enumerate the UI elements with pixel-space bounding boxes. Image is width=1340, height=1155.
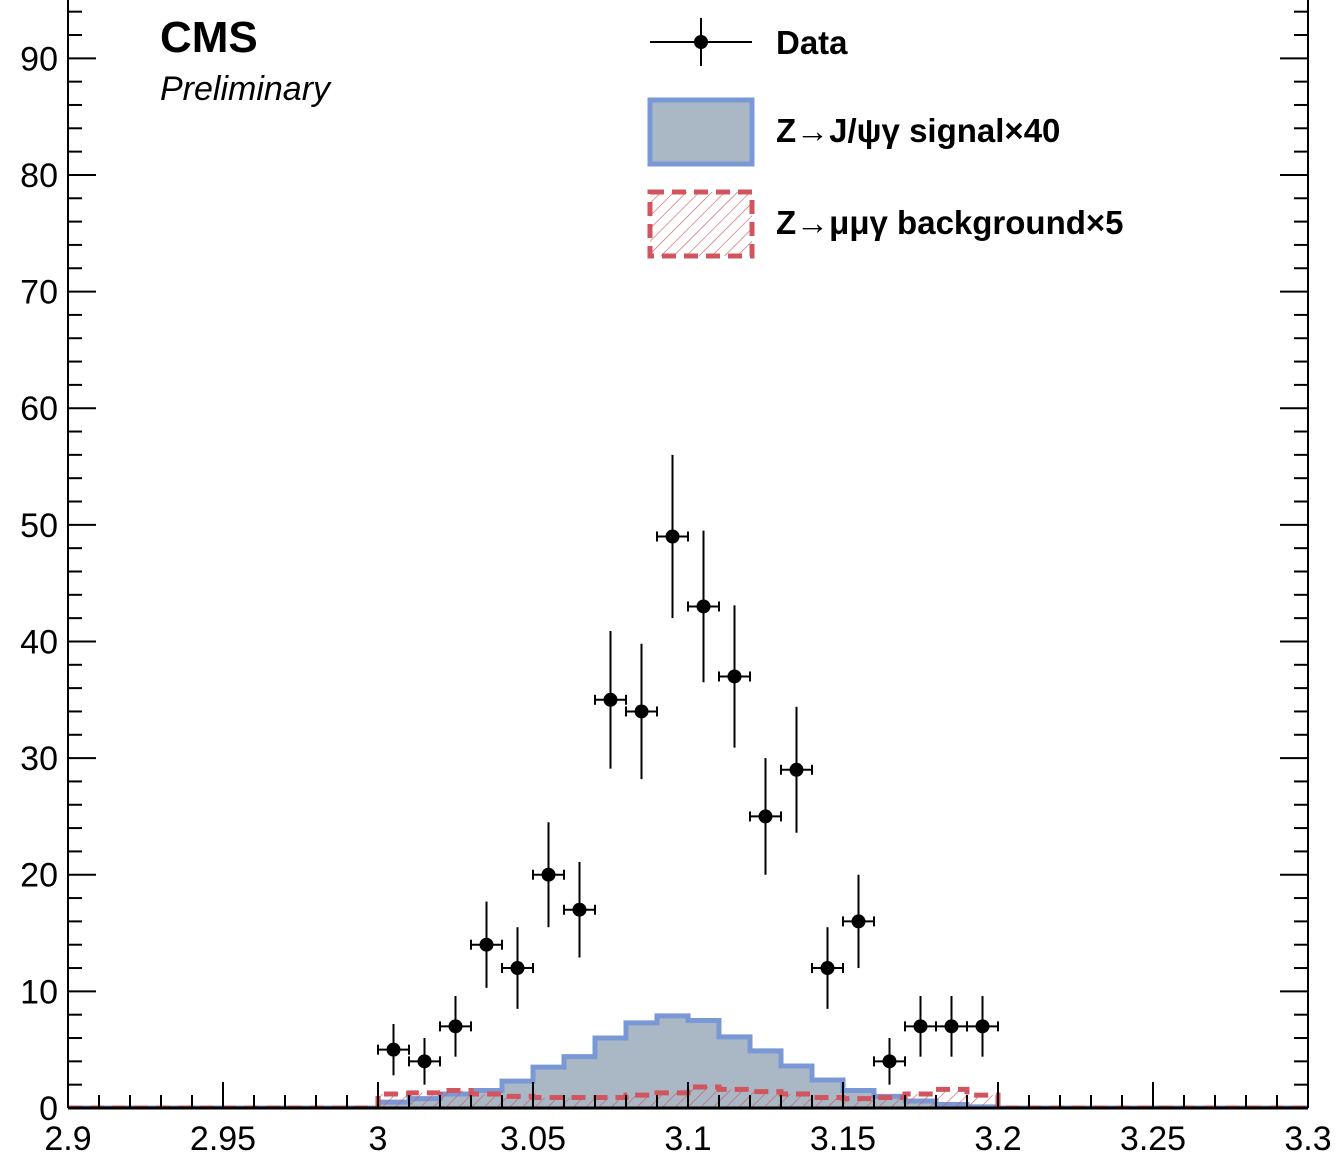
legend-entry-background: Z→μμγ background×5 (647, 189, 1124, 259)
y-tick-label: 50 (20, 507, 58, 545)
data-marker (603, 692, 618, 707)
legend-background-swatch (647, 189, 755, 259)
x-tick-label: 2.95 (190, 1120, 256, 1155)
data-marker (789, 762, 804, 777)
data-marker (851, 914, 866, 929)
data-marker (448, 1019, 463, 1034)
x-tick-label: 3 (369, 1120, 388, 1155)
x-tick-label: 3.1 (664, 1120, 711, 1155)
legend-entry-data: Data (650, 18, 848, 66)
data-point (501, 927, 534, 1009)
experiment-label: CMS (160, 13, 258, 62)
data-marker (417, 1054, 432, 1069)
y-tick-label: 0 (39, 1090, 58, 1128)
data-marker (975, 1019, 990, 1034)
data-point (873, 1038, 906, 1085)
data-marker (913, 1019, 928, 1034)
data-point (904, 996, 937, 1057)
data-marker (696, 599, 711, 614)
legend-label-background: Z→μμγ background×5 (776, 204, 1124, 241)
x-tick-label: 3.2 (974, 1120, 1021, 1155)
data-marker (944, 1019, 959, 1034)
y-tick-label: 40 (20, 623, 58, 661)
data-point (439, 996, 472, 1057)
x-tick-label: 3.05 (500, 1120, 566, 1155)
y-tick-label: 10 (20, 973, 58, 1011)
signal-fill (68, 1015, 1308, 1108)
data-point (749, 758, 782, 875)
data-point (563, 861, 596, 958)
data-point (470, 901, 503, 988)
data-point (687, 530, 720, 683)
data-point (842, 874, 875, 969)
y-tick-label: 60 (20, 390, 58, 428)
data-marker (479, 937, 494, 952)
data-marker (820, 961, 835, 976)
y-tick-label: 30 (20, 740, 58, 778)
data-marker (386, 1042, 401, 1057)
data-marker (541, 867, 556, 882)
data-point (780, 706, 813, 833)
y-tick-label: 80 (20, 157, 58, 195)
data-point (625, 643, 658, 780)
background-outline (68, 1084, 1308, 1108)
legend-entry-signal: Z→J/ψγ signal×40 (647, 97, 1060, 167)
data-marker (510, 961, 525, 976)
data-point (377, 1024, 410, 1076)
data-point (966, 996, 999, 1057)
y-tick-label: 90 (20, 40, 58, 78)
x-tick-label: 3.25 (1120, 1120, 1186, 1155)
data-marker (634, 704, 649, 719)
data-marker (727, 669, 742, 684)
data-point (811, 927, 844, 1009)
data-point (656, 454, 689, 619)
data-point (718, 605, 751, 748)
legend-label-signal: Z→J/ψγ signal×40 (776, 112, 1060, 149)
data-point (935, 996, 968, 1057)
data-marker (882, 1054, 897, 1069)
x-tick-label: 3.3 (1284, 1120, 1331, 1155)
legend-signal-swatch (647, 97, 755, 167)
y-tick-label: 70 (20, 274, 58, 312)
legend-data-marker (694, 35, 708, 49)
y-tick-label: 20 (20, 857, 58, 895)
x-tick-label: 3.15 (810, 1120, 876, 1155)
data-marker (572, 902, 587, 917)
legend: Data Z→J/ψγ signal×40 Z→μμγ background×5 (647, 18, 1124, 259)
data-marker (758, 809, 773, 824)
data-marker (665, 529, 680, 544)
status-label: Preliminary (160, 70, 332, 108)
data-point (408, 1038, 441, 1085)
legend-label-data: Data (776, 24, 848, 61)
data-point (532, 822, 565, 928)
data-point (594, 630, 627, 769)
x-tick-label: 2.9 (44, 1120, 91, 1155)
